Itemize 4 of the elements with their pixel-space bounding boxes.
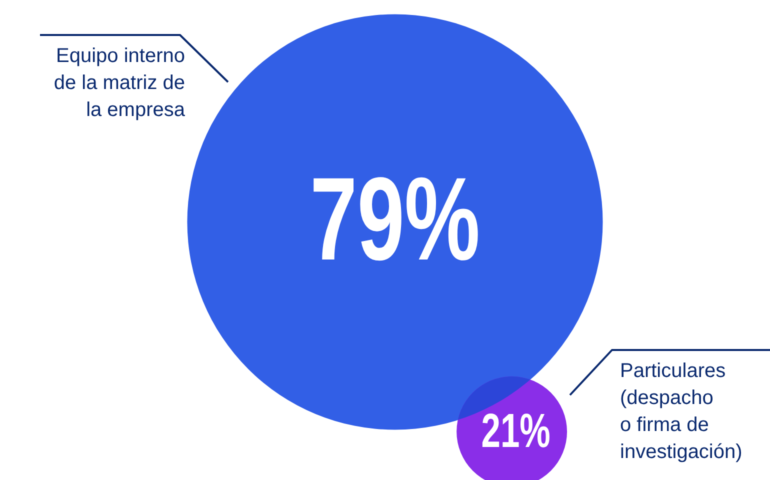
data-label: 21%: [481, 403, 550, 458]
category-label: Equipo interno de la matriz de la empresa: [54, 45, 186, 121]
category-label: Particulares (despacho o firma de investigación): [620, 360, 742, 463]
data-label: 79%: [310, 152, 480, 285]
